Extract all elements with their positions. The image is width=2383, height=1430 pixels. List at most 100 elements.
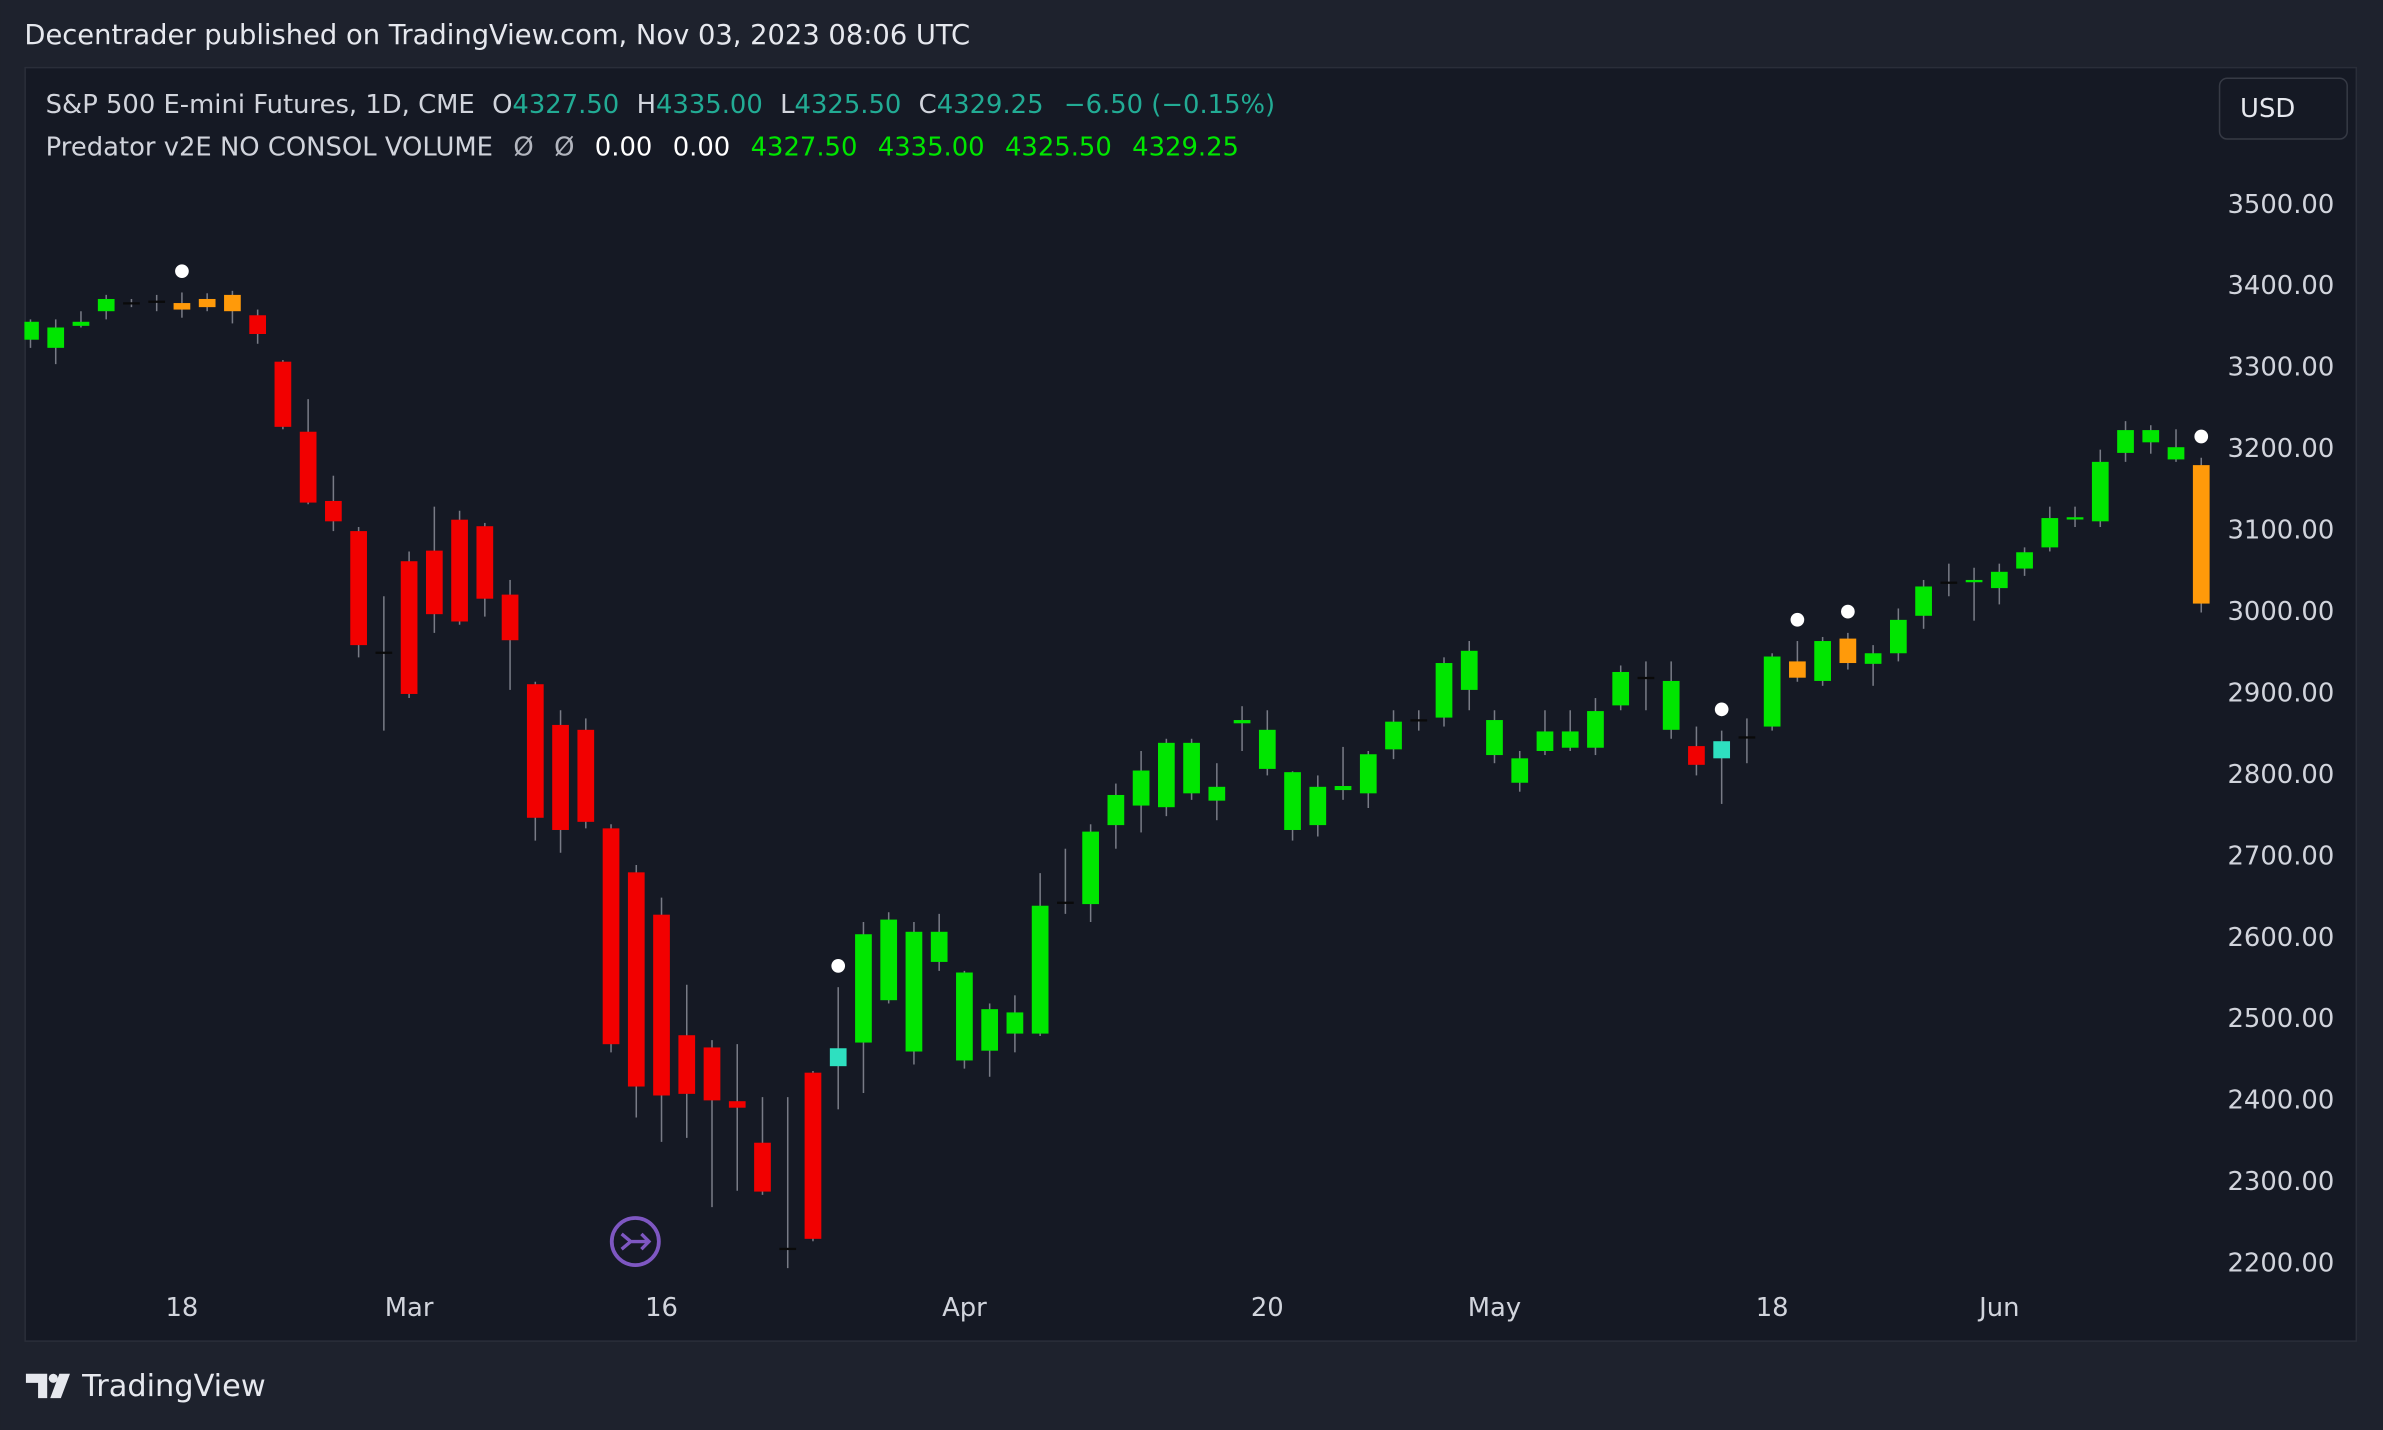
candle-body [1662, 680, 1680, 730]
candle-body [905, 931, 923, 1052]
candle-body [804, 1072, 822, 1239]
replay-icon-arrow[interactable] [620, 1232, 652, 1251]
candle-body [1763, 656, 1781, 727]
candle-body [1990, 571, 2008, 589]
candle-body [2041, 518, 2059, 548]
candle-body [855, 934, 872, 1043]
candle-body [1435, 663, 1453, 718]
candle-body [1940, 581, 1958, 584]
y-tick-label: 2600.00 [2227, 923, 2334, 953]
candle-body [123, 302, 140, 305]
candle-body [627, 872, 645, 1087]
chart-frame [24, 66, 2358, 1342]
ohlc-value: 4329.25 [937, 89, 1044, 119]
indicator-value: 0.00 [595, 132, 653, 162]
candle-body [829, 1048, 847, 1067]
tradingview-logo[interactable]: TradingView [25, 1369, 266, 1404]
currency-label[interactable]: USD [2240, 94, 2295, 124]
indicator-value: 4335.00 [878, 132, 985, 162]
candle-body [1107, 794, 1125, 826]
candle-body [1183, 742, 1200, 794]
candle-body [1385, 721, 1402, 750]
candle-body [1132, 770, 1150, 806]
candle-body [1334, 786, 1352, 791]
candle-body [1410, 719, 1428, 722]
candle-body [1713, 741, 1731, 759]
currency-button-frame[interactable] [2218, 77, 2348, 140]
candle-body [1889, 619, 1907, 654]
indicator-name: Predator v2E NO CONSOL VOLUME [46, 132, 493, 162]
signal-dot [1714, 702, 1729, 717]
x-tick-label: Jun [1977, 1293, 2019, 1323]
y-tick-label: 2800.00 [2227, 760, 2334, 790]
signal-dot [2194, 429, 2209, 444]
candle-body [198, 298, 216, 308]
ohlc-value: 4335.00 [656, 89, 763, 119]
candle-body [1157, 742, 1175, 808]
candle-body [2016, 552, 2033, 569]
y-tick-label: 2900.00 [2227, 678, 2334, 708]
candle-body [981, 1009, 999, 1051]
plot-area: 3500.00 3400.00 3300.00 3200.00 3100.00 3000.… [24, 190, 2334, 1279]
x-tick-label: 20 [1251, 1293, 1284, 1323]
candle-body [400, 561, 418, 694]
candle-body [2142, 430, 2160, 443]
candle-body [274, 361, 292, 427]
candle-body [678, 1035, 696, 1094]
candle-body [249, 315, 267, 334]
candle-body [299, 431, 317, 503]
candle-body [325, 500, 342, 522]
symbol-legend: S&P 500 E-mini Futures, 1D, CME O4327.50… [46, 89, 1275, 119]
candle-body [97, 298, 115, 312]
candle-body [1460, 650, 1478, 690]
candle-body [1965, 579, 1983, 583]
replay-icon-ring[interactable] [609, 1216, 661, 1268]
y-tick-label: 3400.00 [2227, 271, 2334, 301]
candle-body [2117, 430, 2134, 453]
candle-body [1233, 720, 1251, 724]
y-tick-label: 3200.00 [2227, 434, 2334, 464]
candle-body [880, 919, 898, 1001]
y-tick-label: 2300.00 [2227, 1167, 2334, 1197]
candle-body [577, 729, 595, 822]
y-tick-label: 3000.00 [2227, 597, 2334, 627]
x-tick-label: 16 [645, 1293, 678, 1323]
candle-body [1208, 786, 1226, 801]
candle-body [1814, 641, 1831, 681]
candle-body [451, 519, 468, 622]
candle-body [2167, 447, 2185, 460]
candle-body [956, 972, 973, 1061]
y-tick-label: 2200.00 [2227, 1249, 2334, 1279]
logo-mark[interactable] [25, 1373, 70, 1399]
candle-body [930, 931, 948, 962]
ohlc-key: O [492, 89, 512, 119]
candle-body [653, 914, 670, 1096]
replay-icon[interactable] [609, 1216, 661, 1268]
x-tick-label: Apr [942, 1293, 987, 1323]
currency-button[interactable]: USD [2218, 77, 2348, 140]
candle-body [1006, 1012, 1024, 1034]
candle-body [1309, 786, 1327, 826]
candle-body [552, 724, 569, 830]
candle-body [350, 531, 367, 646]
candle-body [1511, 758, 1529, 783]
candle-body [1587, 711, 1604, 748]
candle-body [703, 1047, 721, 1101]
logo-text[interactable]: TradingView [81, 1369, 266, 1404]
indicator-value: 4327.50 [751, 132, 858, 162]
x-tick-label: May [1468, 1293, 1521, 1323]
candle-body [2066, 517, 2084, 520]
y-tick-label: 3100.00 [2227, 516, 2334, 546]
candle-body [224, 294, 241, 312]
candle-body [148, 300, 166, 303]
candle-body [754, 1142, 771, 1192]
candle-body [1359, 754, 1377, 794]
candle-body [1057, 901, 1074, 904]
x-tick-label: 18 [1756, 1293, 1789, 1323]
logo-dot[interactable] [48, 1373, 58, 1383]
candle-body [1637, 676, 1655, 680]
y-tick-label: 3300.00 [2227, 353, 2334, 383]
ohlc-key: L [780, 89, 795, 119]
candle-body [1915, 586, 1932, 616]
